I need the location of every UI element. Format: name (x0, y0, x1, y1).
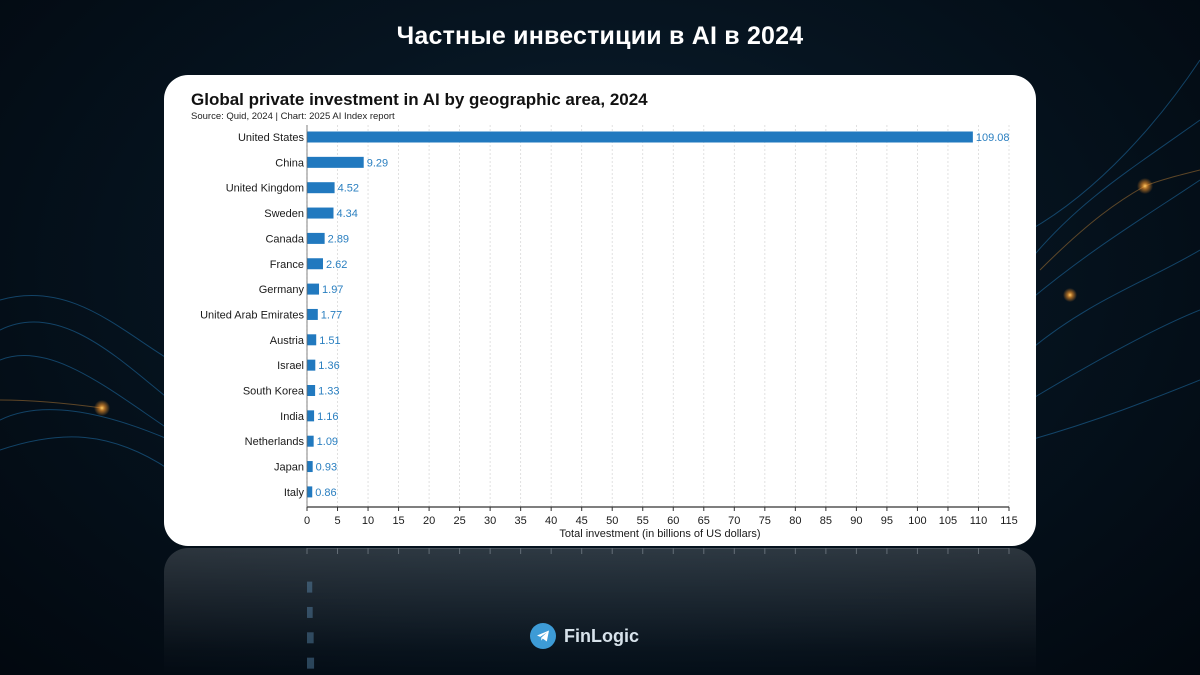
value-label: 4.52 (338, 183, 359, 195)
value-label: 4.34 (336, 208, 357, 220)
x-tick-label: 90 (850, 515, 862, 527)
value-label: 1.51 (319, 335, 340, 347)
category-label: Canada (265, 233, 304, 245)
bar (307, 258, 323, 270)
x-tick-label: 95 (881, 515, 893, 527)
value-label: 2.89 (328, 233, 349, 245)
chart-title: Global private investment in AI by geogr… (191, 90, 648, 109)
value-label: 0.93 (316, 462, 337, 474)
x-tick-label: 85 (820, 515, 832, 527)
bar (307, 359, 316, 371)
x-tick-label: 115 (1000, 515, 1018, 527)
bar (307, 308, 318, 320)
x-tick-label: 35 (515, 515, 527, 527)
bar (307, 435, 314, 447)
x-tick-label: 20 (423, 515, 435, 527)
chart-subtitle: Source: Quid, 2024 | Chart: 2025 AI Inde… (191, 111, 395, 122)
category-label: United States (238, 132, 305, 144)
category-label: Austria (270, 335, 305, 347)
bar (307, 156, 364, 168)
x-tick-label: 75 (759, 515, 771, 527)
category-label: China (275, 157, 305, 169)
brand: FinLogic (530, 622, 639, 650)
x-axis-title: Total investment (in billions of US doll… (559, 528, 760, 540)
bar (307, 334, 317, 346)
bar (307, 182, 335, 194)
x-tick-label: 100 (908, 515, 926, 527)
category-label: Germany (259, 284, 305, 296)
value-label: 1.33 (318, 386, 339, 398)
chart-card: Global private investment in AI by geogr… (164, 75, 1036, 546)
bar (307, 131, 973, 143)
telegram-icon (530, 623, 556, 649)
x-tick-label: 0 (304, 515, 310, 527)
x-tick-label: 55 (637, 515, 649, 527)
category-label: Italy (284, 487, 305, 499)
x-tick-label: 15 (392, 515, 404, 527)
value-label: 1.09 (317, 436, 338, 448)
value-label: 2.62 (326, 259, 347, 271)
value-label: 1.77 (321, 309, 342, 321)
x-tick-label: 80 (789, 515, 801, 527)
value-label: 0.86 (315, 487, 336, 499)
x-tick-label: 25 (453, 515, 465, 527)
bar (307, 232, 325, 244)
x-tick-label: 60 (667, 515, 679, 527)
bar-chart: Global private investment in AI by geogr… (191, 90, 1018, 540)
glow-dot (94, 400, 110, 416)
x-tick-label: 110 (970, 515, 988, 527)
category-label: United Kingdom (226, 183, 304, 195)
x-tick-label: 105 (939, 515, 957, 527)
bar (307, 461, 313, 473)
value-label: 9.29 (367, 157, 388, 169)
x-tick-label: 30 (484, 515, 496, 527)
value-label: 1.97 (322, 284, 343, 296)
x-tick-label: 45 (576, 515, 588, 527)
category-label: United Arab Emirates (200, 309, 304, 321)
reflection-mirror (306, 548, 1010, 669)
category-label: Israel (277, 360, 304, 372)
glow-dot (1137, 178, 1153, 194)
x-tick-label: 5 (334, 515, 340, 527)
glow-dot (1063, 288, 1077, 302)
x-tick-label: 70 (728, 515, 740, 527)
bar (307, 385, 316, 396)
x-tick-label: 50 (606, 515, 618, 527)
chart-reflection (164, 548, 1036, 675)
value-label: 109.08 (976, 132, 1010, 144)
bar (307, 410, 315, 422)
x-tick-label: 10 (362, 515, 374, 527)
x-tick-label: 40 (545, 515, 557, 527)
category-label: Sweden (264, 208, 304, 220)
category-label: France (270, 259, 304, 271)
bar (307, 283, 320, 295)
page-title: Частные инвестиции в AI в 2024 (396, 22, 804, 50)
value-label: 1.36 (318, 360, 339, 372)
value-label: 1.16 (317, 411, 338, 423)
category-label: South Korea (243, 386, 305, 398)
brand-name: FinLogic (564, 625, 639, 646)
category-label: India (280, 411, 305, 423)
category-label: Netherlands (245, 436, 305, 448)
category-label: Japan (274, 462, 304, 474)
bar (307, 207, 334, 219)
bar (307, 486, 313, 498)
x-tick-label: 65 (698, 515, 710, 527)
